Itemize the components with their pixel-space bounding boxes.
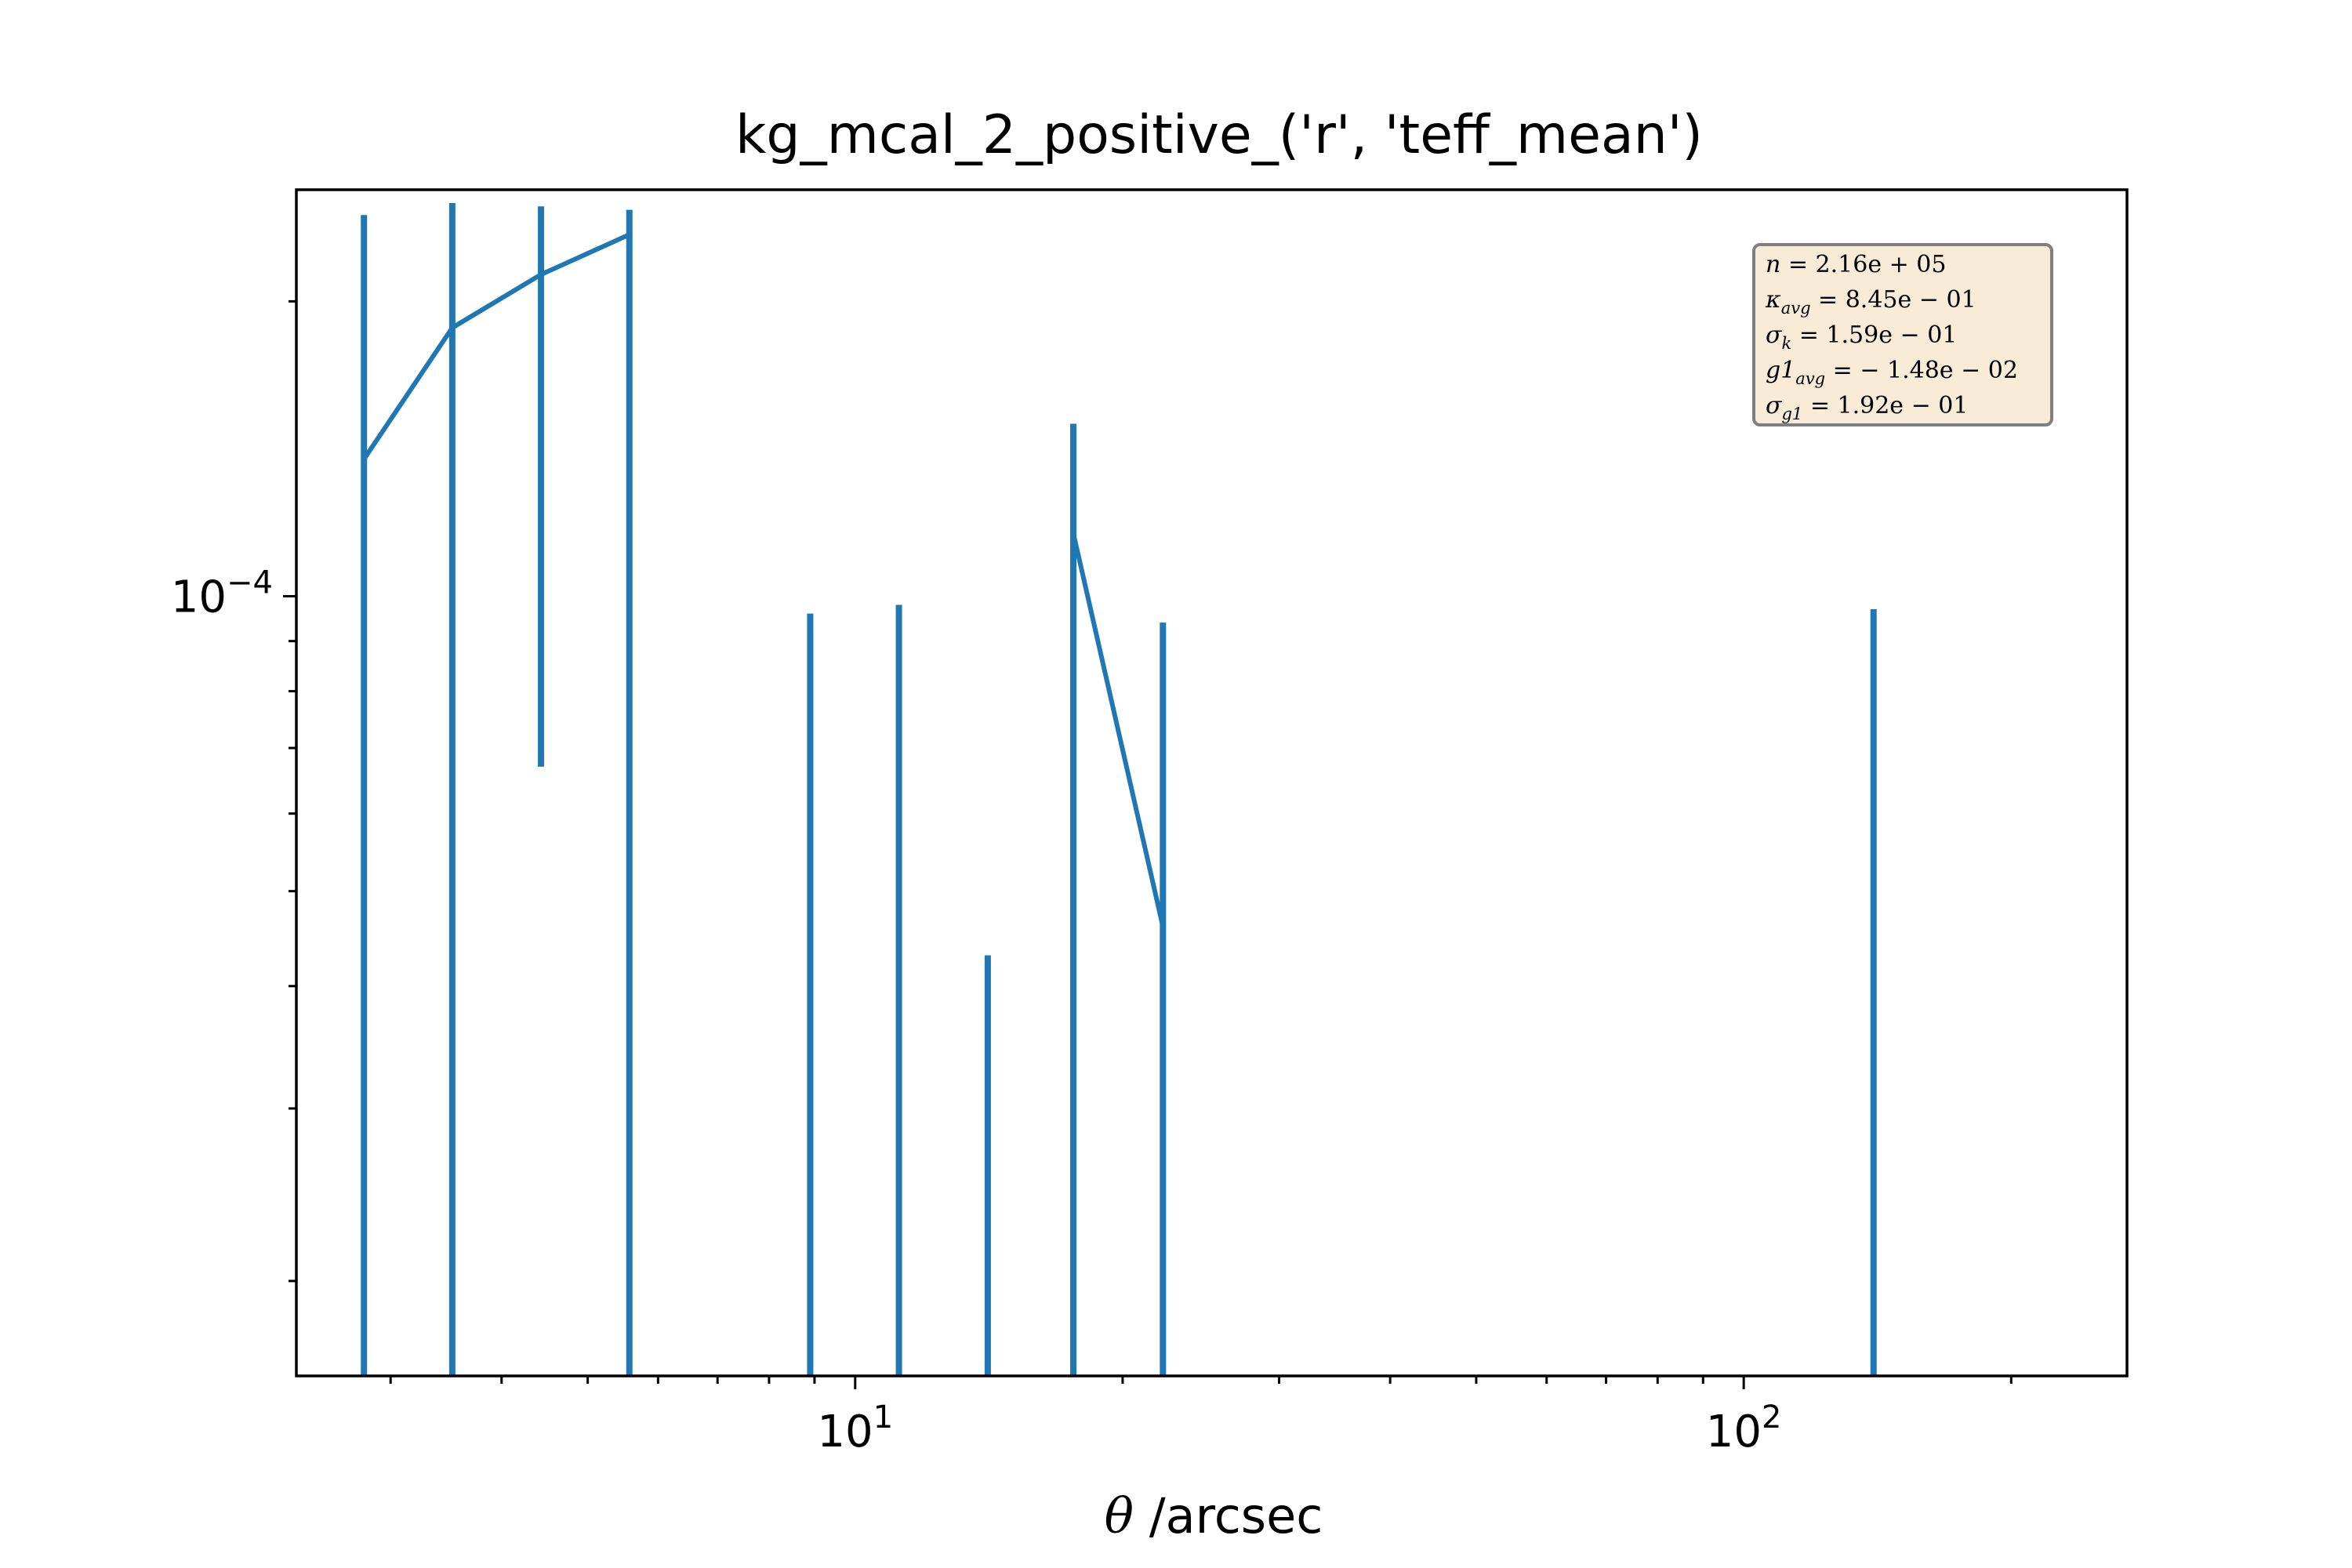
x-tick-base: 10 [1706, 1406, 1762, 1457]
stats-value: = 1.59e − 01 [1791, 321, 1957, 349]
stats-value: = 1.92e − 01 [1802, 392, 1968, 419]
stats-value: = 8.45e − 01 [1811, 286, 1976, 314]
axes-frame [295, 188, 2129, 1377]
stats-symbol: σ [1766, 321, 1783, 349]
stats-line-3: g1avg = − 1.48e − 02 [1766, 357, 2018, 388]
stats-subscript: avg [1781, 299, 1811, 318]
stats-subscript: g1 [1781, 405, 1802, 423]
x-tick-base: 10 [817, 1406, 873, 1457]
stats-symbol: κ [1765, 286, 1781, 314]
stats-line-2: σk = 1.59e − 01 [1766, 321, 1957, 353]
x-axis-label-unit: /arcsec [1134, 1487, 1323, 1544]
plot-area [361, 202, 1877, 1376]
stats-symbol: σ [1766, 392, 1783, 419]
stats-value: = 2.16e + 05 [1780, 251, 1946, 278]
x-tick-label-1: 102 [1706, 1399, 1782, 1457]
y-tick-base: 10 [171, 572, 227, 623]
chart-title: kg_mcal_2_positive_('r', 'teff_mean') [735, 104, 1703, 166]
stats-symbol: n [1766, 251, 1780, 278]
series-line-segment-0 [361, 232, 631, 461]
x-tick-exponent: 2 [1762, 1399, 1781, 1436]
stats-line-1: κavg = 8.45e − 01 [1765, 286, 1976, 318]
x-axis-label: θ /arcsec [1105, 1487, 1323, 1544]
stats-value: = − 1.48e − 02 [1825, 357, 2018, 384]
y-tick-exponent: −4 [227, 565, 273, 601]
series-line-segment-1 [1071, 532, 1166, 927]
stats-subscript: k [1781, 334, 1791, 353]
stats-box-frame [1752, 243, 2053, 426]
stats-subscript: avg [1795, 369, 1825, 388]
stats-line-0: n = 2.16e + 05 [1766, 251, 1946, 278]
stats-symbol: g1 [1766, 357, 1795, 384]
y-tick-label-0: 10−4 [171, 565, 273, 623]
x-tick-label-0: 101 [817, 1399, 893, 1457]
x-axis-label-symbol: θ [1105, 1487, 1134, 1544]
x-tick-exponent: 1 [873, 1399, 893, 1436]
stats-line-4: σg1 = 1.92e − 01 [1766, 392, 1968, 423]
